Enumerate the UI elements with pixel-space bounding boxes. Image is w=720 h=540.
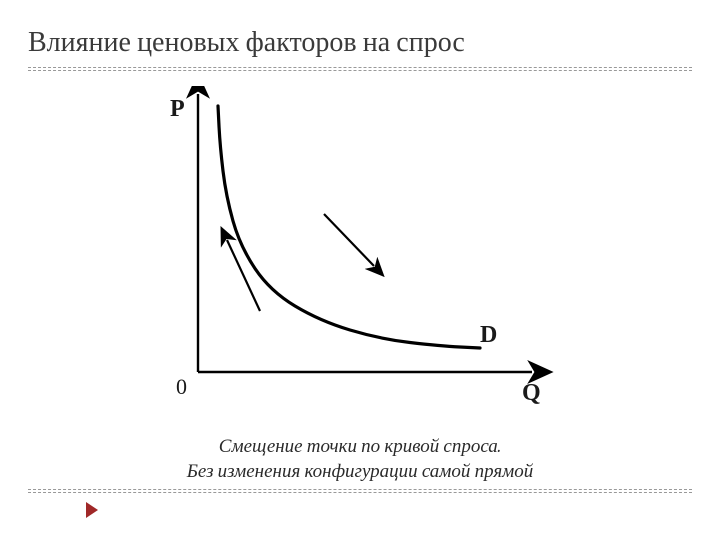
curve-label: D bbox=[480, 322, 497, 348]
slide-title: Влияние ценовых факторов на спрос bbox=[28, 26, 692, 65]
caption-underline-1 bbox=[28, 489, 692, 490]
demand-curve bbox=[218, 106, 480, 348]
origin-label: 0 bbox=[176, 374, 187, 399]
title-underline-1 bbox=[28, 67, 692, 68]
title-underline-2 bbox=[28, 70, 692, 71]
caption-underline-2 bbox=[28, 492, 692, 493]
slide-bullet-icon bbox=[86, 502, 98, 518]
x-axis-label: Q bbox=[522, 380, 541, 406]
caption-line-2: Без изменения конфигурации самой прямой bbox=[28, 459, 692, 484]
slide-title-block: Влияние ценовых факторов на спрос bbox=[28, 26, 692, 71]
demand-curve-chart: P Q 0 D bbox=[140, 86, 560, 416]
arrow-down-right bbox=[324, 214, 374, 266]
caption-line-1: Смещение точки по кривой спроса. bbox=[28, 434, 692, 459]
chart-svg: P Q 0 D bbox=[140, 86, 560, 416]
caption-block: Смещение точки по кривой спроса. Без изм… bbox=[28, 434, 692, 493]
y-axis-label: P bbox=[170, 96, 185, 122]
